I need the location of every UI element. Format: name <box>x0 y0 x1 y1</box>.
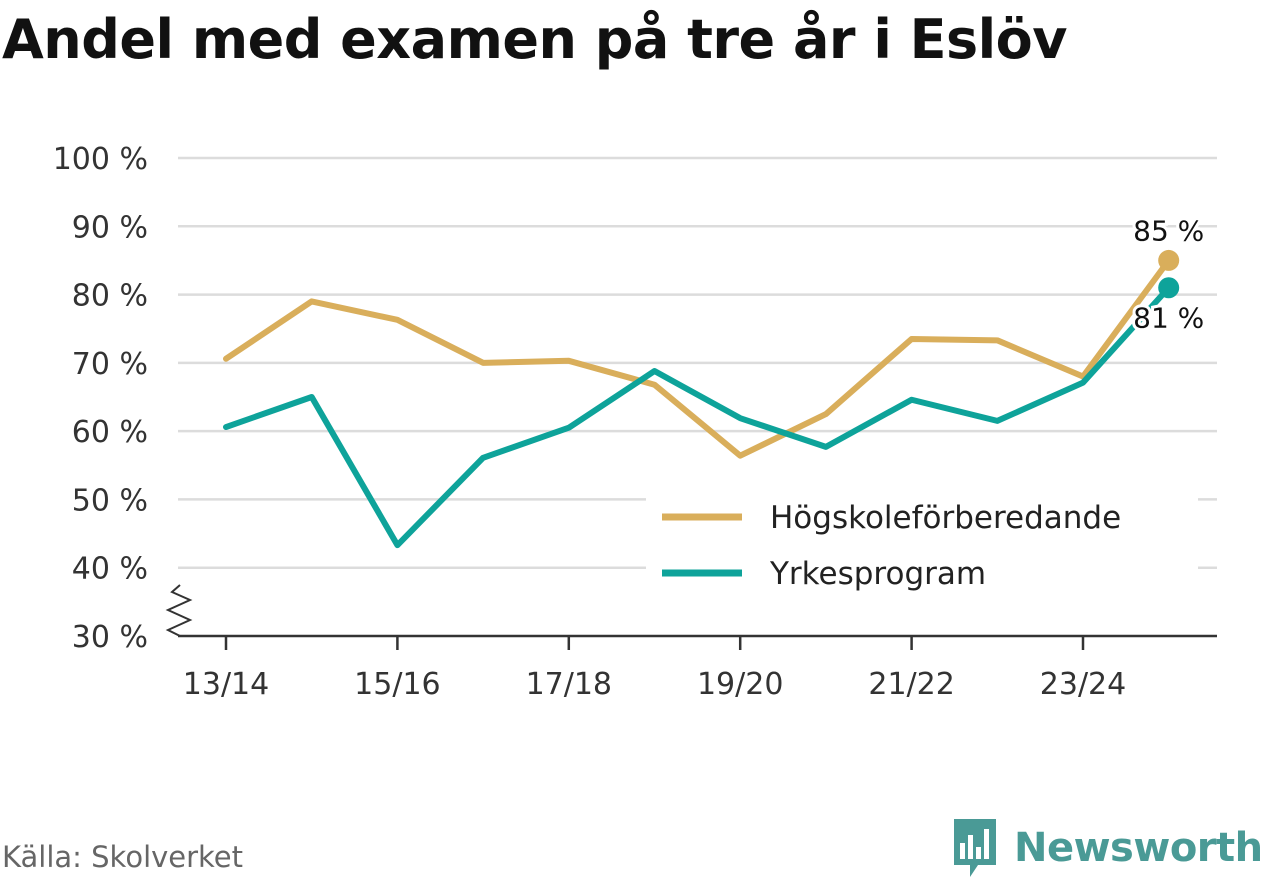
series-lines <box>223 249 1180 549</box>
end-point-marker <box>1158 249 1180 271</box>
y-tick-label: 40 % <box>72 552 148 587</box>
legend-background <box>646 495 1198 605</box>
end-value-label: 81 % <box>1133 302 1204 335</box>
y-tick-label: 90 % <box>72 210 148 245</box>
x-tick-label: 15/16 <box>354 667 440 702</box>
y-tick-label: 100 % <box>53 142 148 177</box>
brand-name: Newsworthy <box>1014 825 1262 871</box>
chart-title: Andel med examen på tre år i Eslöv <box>2 8 1067 71</box>
series-line <box>223 257 1172 459</box>
x-tick-label: 19/20 <box>697 667 783 702</box>
y-tick-label: 60 % <box>72 415 148 450</box>
end-point-marker <box>1158 277 1180 299</box>
x-tick-label: 17/18 <box>526 667 612 702</box>
y-tick-label: 70 % <box>72 347 148 382</box>
x-axis <box>178 634 1217 650</box>
brand-logo: Newsworthy <box>950 818 1262 878</box>
x-axis-tick-labels: 13/14 15/16 17/18 19/20 21/22 23/24 <box>183 667 1126 702</box>
end-value-label: 85 % <box>1133 214 1204 247</box>
source-note: Källa: Skolverket <box>2 840 244 874</box>
x-tick-label: 21/22 <box>868 667 954 702</box>
y-tick-label: 30 % <box>72 620 148 655</box>
axis-break-icon <box>165 584 193 637</box>
legend-label: Högskoleförberedande <box>770 500 1121 536</box>
y-tick-label: 80 % <box>72 279 148 314</box>
y-tick-label: 50 % <box>72 483 148 518</box>
y-axis-tick-labels: 30 % 40 % 50 % 60 % 70 % 80 % 90 % 100 % <box>53 142 148 655</box>
legend-label: Yrkesprogram <box>769 556 986 592</box>
newsworthy-logo-icon <box>954 819 996 877</box>
legend: Högskoleförberedande Yrkesprogram <box>646 495 1198 605</box>
x-tick-label: 23/24 <box>1040 667 1126 702</box>
data-labels: 85 % 81 % <box>1130 211 1207 337</box>
series-line <box>223 284 1172 549</box>
x-tick-label: 13/14 <box>183 667 269 702</box>
